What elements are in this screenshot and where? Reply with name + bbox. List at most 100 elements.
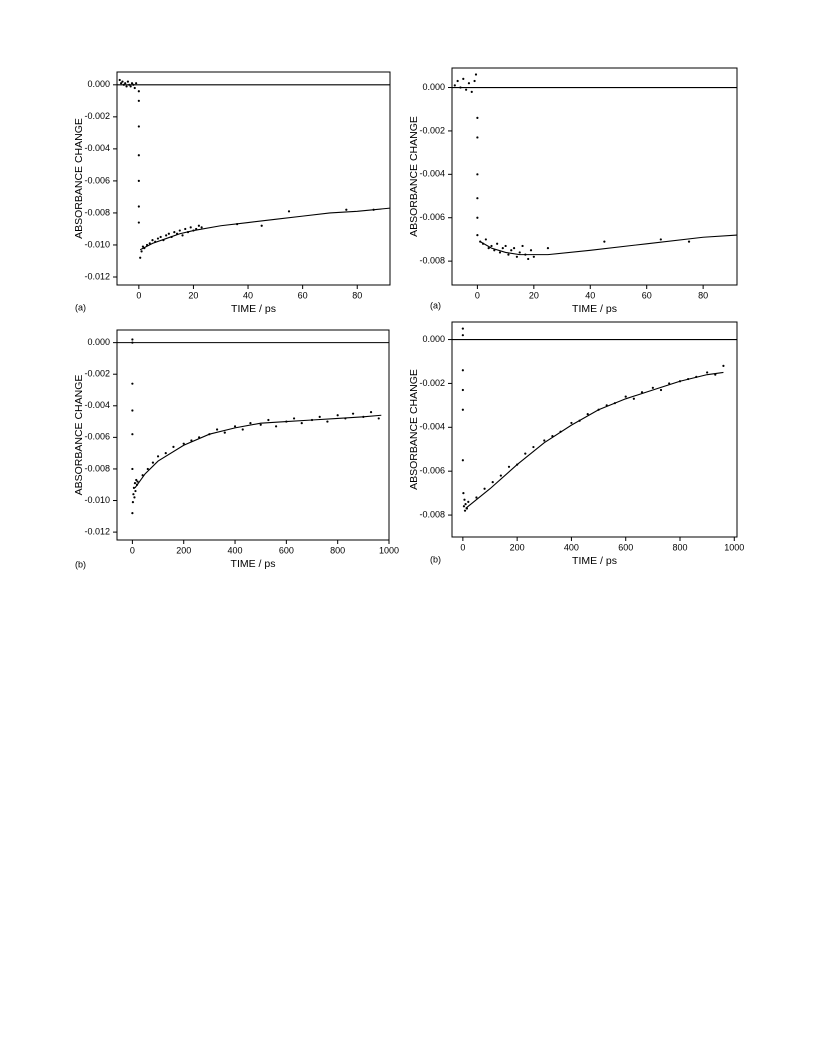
data-point <box>173 231 176 234</box>
data-point <box>146 467 149 471</box>
data-point <box>532 445 535 449</box>
x-tick-label: 20 <box>529 290 539 300</box>
data-point <box>182 442 185 445</box>
data-point <box>570 421 573 425</box>
y-axis-label: ABSORBANCE CHANGE <box>408 116 420 237</box>
x-tick-label: 0 <box>136 290 141 300</box>
data-point <box>287 210 291 213</box>
data-point <box>141 245 145 248</box>
data-point <box>172 445 175 448</box>
data-point <box>259 423 262 426</box>
data-point <box>453 84 456 87</box>
y-tick-label: -0.008 <box>84 463 110 473</box>
data-point <box>461 459 464 462</box>
data-point <box>474 73 478 76</box>
data-point <box>137 99 140 102</box>
data-point <box>543 439 546 442</box>
data-point <box>133 86 136 90</box>
data-point <box>586 413 589 416</box>
x-tick-label: 800 <box>330 545 345 555</box>
y-tick-label: -0.010 <box>84 239 110 249</box>
data-point <box>498 251 502 254</box>
data-point <box>603 240 606 243</box>
plot-frame <box>116 329 390 541</box>
data-point <box>518 251 521 254</box>
panel-label: (b) <box>75 559 86 569</box>
y-tick-label: 0.000 <box>422 334 445 344</box>
y-tick-label: -0.002 <box>84 111 110 121</box>
data-point <box>521 244 524 248</box>
data-point <box>476 116 479 120</box>
data-point <box>351 412 355 415</box>
data-point <box>137 221 140 224</box>
data-point <box>507 253 510 256</box>
data-point <box>462 492 465 495</box>
x-tick-label: 200 <box>510 542 525 552</box>
data-point <box>461 334 464 337</box>
data-point <box>461 327 464 330</box>
data-point <box>640 391 644 394</box>
data-point <box>165 234 168 237</box>
data-point <box>136 480 139 483</box>
data-point <box>131 467 134 471</box>
x-tick-label: 400 <box>564 542 579 552</box>
data-point <box>624 395 627 398</box>
y-tick-label: 0.000 <box>87 337 110 347</box>
data-point <box>130 82 134 85</box>
data-point <box>484 238 487 241</box>
data-point <box>132 486 136 489</box>
data-point <box>464 502 467 506</box>
data-point <box>496 242 499 245</box>
data-point <box>659 238 662 241</box>
data-point <box>124 82 127 85</box>
data-point <box>241 428 244 431</box>
y-tick-label: -0.006 <box>419 466 445 476</box>
data-point <box>476 216 479 219</box>
fit-line <box>139 207 391 251</box>
data-point <box>135 478 138 482</box>
data-point <box>369 411 373 414</box>
data-point <box>129 85 132 88</box>
data-point <box>470 90 473 93</box>
y-tick-label: 0.000 <box>87 79 110 89</box>
data-point <box>687 240 691 243</box>
y-axis-label: ABSORBANCE CHANGE <box>408 369 420 490</box>
data-point <box>249 422 252 425</box>
data-point <box>133 496 136 499</box>
data-point <box>135 82 138 85</box>
data-point <box>491 481 494 484</box>
x-tick-label: 20 <box>188 290 198 300</box>
data-point <box>159 235 162 239</box>
x-tick-label: 40 <box>585 290 595 300</box>
data-point <box>706 371 709 374</box>
x-tick-label: 0 <box>130 545 135 555</box>
x-tick-label: 80 <box>698 290 708 300</box>
data-point <box>476 136 479 139</box>
y-tick-label: -0.002 <box>419 125 445 135</box>
data-point <box>131 501 135 504</box>
x-tick-label: 600 <box>618 542 633 552</box>
data-point <box>377 417 380 420</box>
data-point <box>190 439 193 442</box>
data-point <box>137 125 140 128</box>
x-tick-label: 40 <box>243 290 253 300</box>
data-point <box>483 487 486 490</box>
plot-frame <box>116 71 391 286</box>
data-point <box>318 415 321 418</box>
data-point <box>137 205 140 208</box>
data-point <box>476 233 479 237</box>
data-point <box>462 505 466 508</box>
data-point <box>507 465 511 468</box>
data-point <box>467 82 471 85</box>
data-point <box>118 78 121 82</box>
data-point <box>178 229 181 232</box>
data-point <box>467 500 470 503</box>
data-point <box>137 90 140 93</box>
data-point <box>131 382 134 385</box>
y-tick-label: -0.006 <box>419 212 445 222</box>
data-point <box>126 80 130 83</box>
y-tick-label: -0.012 <box>84 526 110 536</box>
y-axis-label: ABSORBANCE CHANGE <box>73 375 85 496</box>
data-point <box>156 237 160 240</box>
